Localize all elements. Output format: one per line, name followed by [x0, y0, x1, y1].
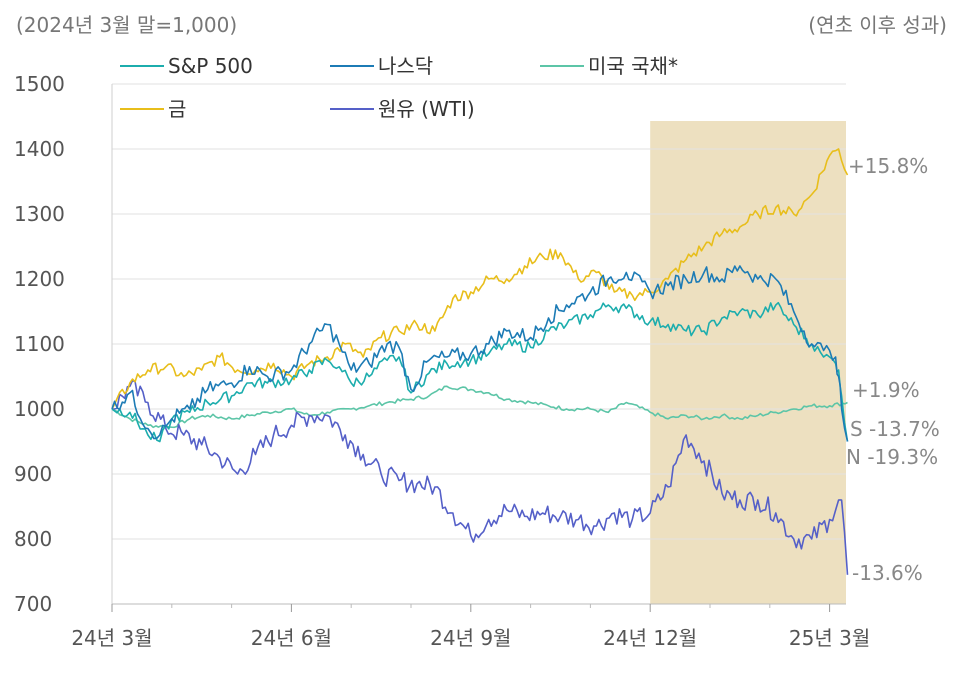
end-label: -13.6% [852, 561, 923, 585]
x-tick-label: 24년 3월 [71, 626, 152, 650]
end-label: +1.9% [852, 378, 920, 402]
y-axis: 700 800 900 1000 1100 1200 1300 1400 1500 [14, 72, 113, 616]
x-tick-label: 25년 3월 [789, 626, 870, 650]
x-axis: 24년 3월 24년 6월 24년 9월 24년 12월 25년 3월 [71, 603, 870, 650]
gridlines [112, 83, 846, 540]
legend-label: 나스닥 [378, 54, 433, 78]
series-line-1 [111, 265, 849, 442]
series-line-2 [111, 385, 848, 429]
y-tick-label: 1300 [14, 202, 65, 226]
end-label: S -13.7% [850, 417, 940, 441]
end-label: N -19.3% [846, 445, 938, 469]
y-tick-label: 1000 [14, 397, 65, 421]
legend: S&P 500 나스닥 미국 국채* 금 원유 (WTI) [120, 54, 678, 121]
y-tick-label: 700 [14, 592, 52, 616]
x-tick-label: 24년 9월 [430, 626, 511, 650]
series-line-4 [112, 379, 849, 575]
series-lines [111, 148, 849, 575]
x-tick-label: 24년 6월 [251, 626, 332, 650]
x-tick-label: 24년 12월 [603, 626, 697, 650]
legend-label: 금 [168, 97, 186, 121]
y-tick-label: 1200 [14, 267, 65, 291]
end-labels: S -13.7% N -19.3% +1.9% +15.8% -13.6% [846, 154, 940, 585]
highlight-band [650, 121, 846, 604]
series-line-0 [111, 301, 849, 443]
legend-label: 미국 국채* [588, 54, 678, 78]
highlight-region [650, 121, 846, 604]
y-tick-label: 800 [14, 527, 52, 551]
y-tick-label: 900 [14, 462, 52, 486]
legend-label: 원유 (WTI) [378, 97, 475, 121]
legend-label: S&P 500 [168, 54, 253, 78]
end-label: +15.8% [848, 154, 928, 178]
y-tick-label: 1400 [14, 137, 65, 161]
y-tick-label: 1100 [14, 332, 65, 356]
y-tick-label: 1500 [14, 72, 65, 96]
chart-subtitle-right: (연초 이후 성과) [808, 13, 947, 37]
chart-subtitle-left: (2024년 3월 말=1,000) [16, 13, 237, 37]
series-line-3 [111, 148, 849, 410]
